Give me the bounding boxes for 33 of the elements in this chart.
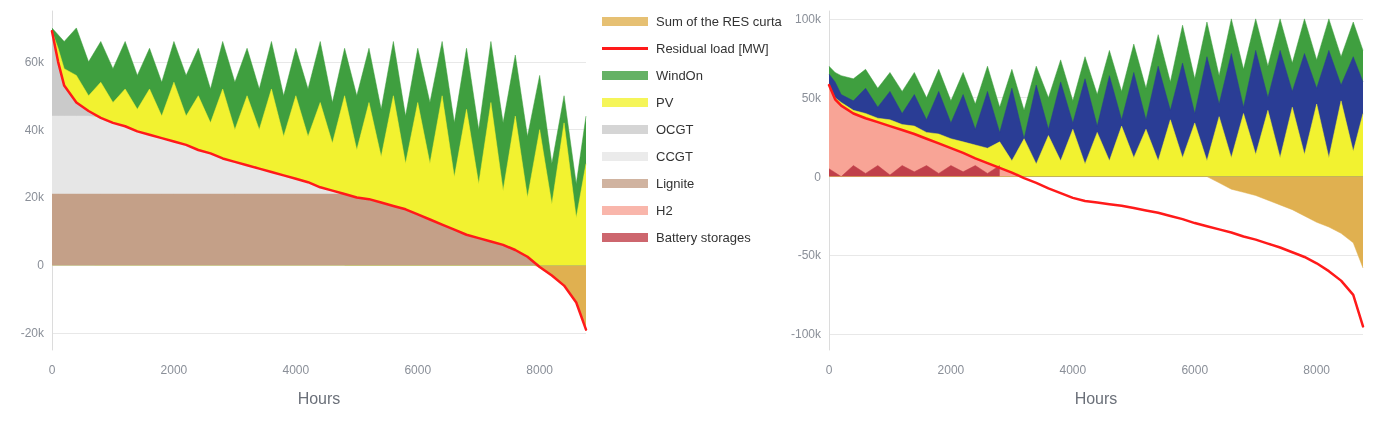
- legend-label: Lignite: [656, 176, 695, 191]
- x-tick-label: 2000: [160, 363, 188, 377]
- y-tick-label: 40k: [24, 122, 45, 137]
- legend-label: Sum of the RES curta: [656, 14, 782, 29]
- y-tick-label: -20k: [20, 326, 45, 341]
- y-tick-label: 0: [37, 258, 45, 273]
- y-tick-label: 60k: [24, 54, 45, 69]
- legend-label: WindOn: [656, 68, 703, 83]
- legend-label: PV: [656, 95, 674, 110]
- x-tick-label: 6000: [1181, 363, 1209, 377]
- legend-label: CCGT: [656, 149, 693, 164]
- x-tick-label: 0: [48, 363, 56, 377]
- x-tick-label: 4000: [1059, 363, 1087, 377]
- legend-label: Residual load [MW]: [656, 41, 769, 56]
- y-tick-label: 20k: [24, 190, 45, 205]
- x-axis-title: Hours: [1074, 389, 1118, 407]
- x-tick-label: 8000: [526, 363, 554, 377]
- x-tick-label: 8000: [1303, 363, 1331, 377]
- y-tick-label: 50k: [801, 90, 822, 105]
- y-tick-label: -100k: [790, 327, 822, 342]
- legend-label: H2: [656, 203, 673, 218]
- x-tick-label: 2000: [937, 363, 965, 377]
- x-tick-label: 4000: [282, 363, 310, 377]
- line-series: [50, 30, 588, 331]
- x-tick-label: 0: [825, 363, 833, 377]
- y-tick-label: 0: [814, 169, 822, 184]
- y-tick-label: 100k: [794, 11, 822, 26]
- y-tick-label: -50k: [797, 248, 822, 263]
- x-tick-label: 6000: [404, 363, 432, 377]
- x-axis-title: Hours: [297, 389, 341, 407]
- legend-label: OCGT: [656, 122, 694, 137]
- line-series: [827, 83, 1365, 328]
- legend-label: Battery storages: [656, 230, 751, 245]
